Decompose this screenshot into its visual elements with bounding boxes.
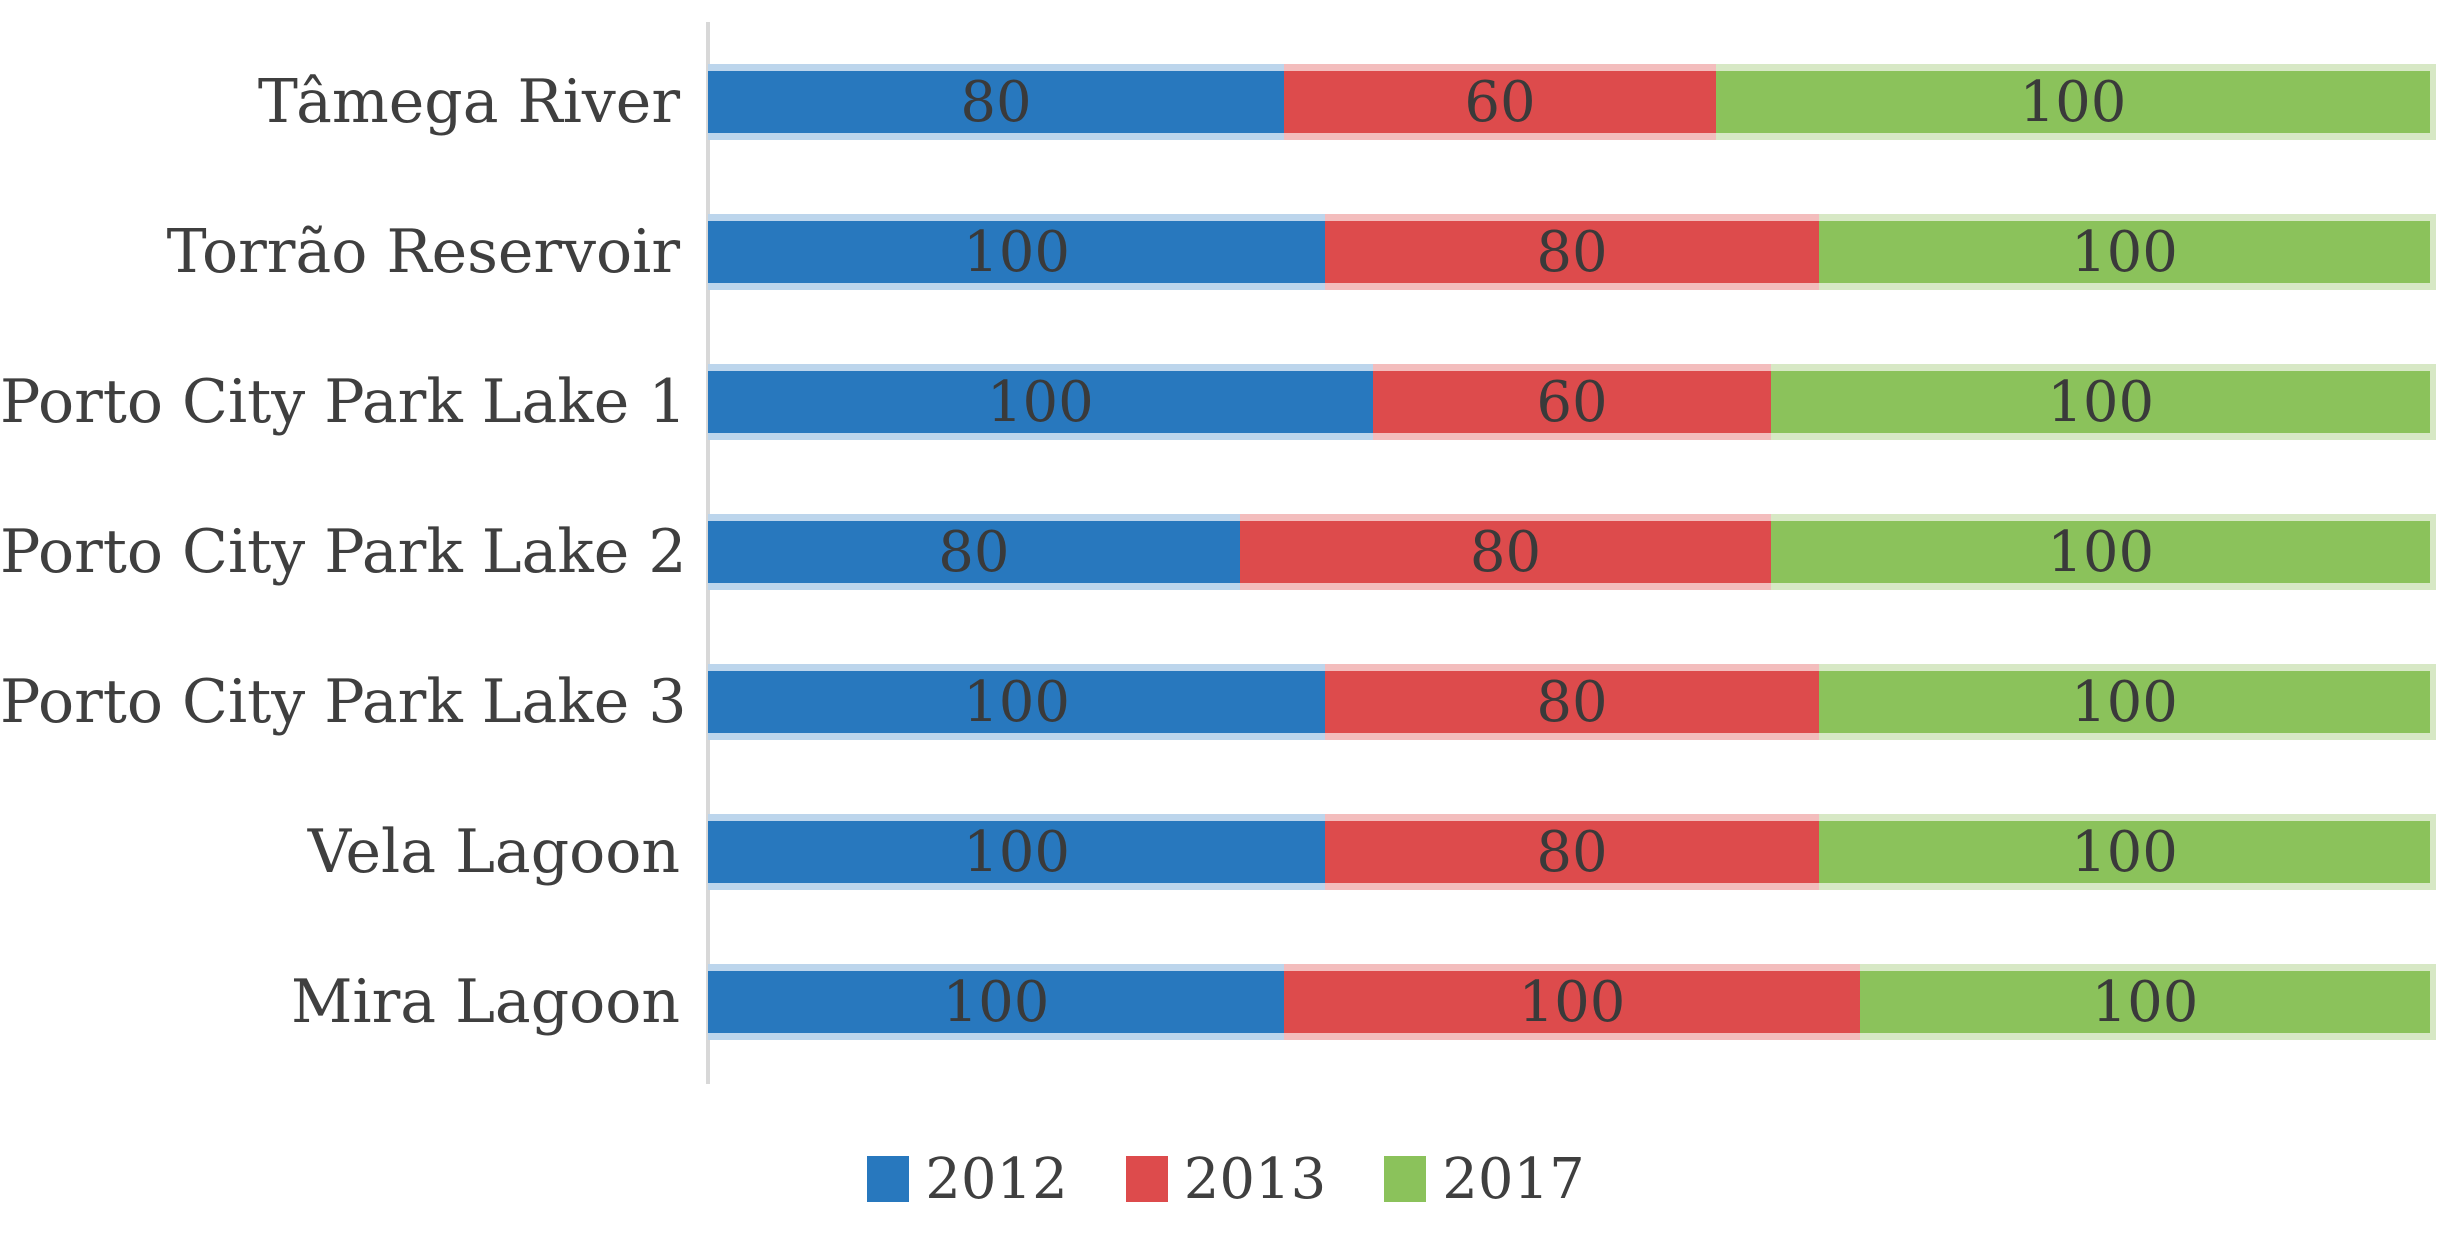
value-label: 100 bbox=[942, 970, 1050, 1035]
legend-label: 2012 bbox=[925, 1147, 1068, 1212]
bar-segment-2013: 60 bbox=[1372, 364, 1772, 440]
bar-track: 80 60 100 bbox=[708, 64, 2436, 140]
value-label: 80 bbox=[1469, 520, 1542, 585]
value-label: 100 bbox=[2070, 820, 2178, 885]
bar-segment-2013: 80 bbox=[1239, 514, 1772, 590]
bar-track: 100 80 100 bbox=[708, 814, 2436, 890]
chart-row: Porto City Park Lake 2 80 80 100 bbox=[0, 477, 2436, 627]
value-label: 100 bbox=[2070, 220, 2178, 285]
value-label: 80 bbox=[1536, 220, 1608, 285]
bar-segment-2017: 100 bbox=[1771, 514, 2436, 590]
bar-segment-2012: 80 bbox=[708, 514, 1240, 590]
bar-segment-2017: 100 bbox=[1818, 214, 2436, 290]
bar-track: 100 60 100 bbox=[708, 364, 2436, 440]
bar-track: 100 80 100 bbox=[708, 664, 2436, 740]
bar-segment-2012: 100 bbox=[708, 364, 1373, 440]
legend-item: 2013 bbox=[1125, 1147, 1327, 1212]
bar-segment-2017: 100 bbox=[1818, 814, 2436, 890]
bar-segment-2013: 80 bbox=[1325, 664, 1819, 740]
bar-segment-2013: 80 bbox=[1325, 214, 1819, 290]
value-label: 100 bbox=[963, 820, 1071, 885]
bar-track: 80 80 100 bbox=[708, 514, 2436, 590]
bar-segment-2012: 80 bbox=[708, 64, 1284, 140]
legend-swatch-2017-icon bbox=[1384, 1156, 1427, 1202]
bar-segment-2012: 100 bbox=[708, 664, 1326, 740]
value-label: 80 bbox=[1536, 670, 1608, 735]
value-label: 100 bbox=[2091, 970, 2199, 1035]
category-label: Porto City Park Lake 1 bbox=[0, 367, 687, 437]
bar-segment-2012: 100 bbox=[708, 964, 1284, 1040]
legend-label: 2017 bbox=[1442, 1147, 1585, 1212]
value-label: 100 bbox=[1518, 970, 1626, 1035]
bar-segment-2017: 100 bbox=[1715, 64, 2436, 140]
category-label: Porto City Park Lake 3 bbox=[0, 667, 687, 737]
category-label: Porto City Park Lake 2 bbox=[0, 517, 687, 587]
category-label: Tâmega River bbox=[257, 67, 680, 137]
legend-item: 2017 bbox=[1384, 1150, 1585, 1208]
legend-label: 2013 bbox=[1183, 1147, 1327, 1212]
plot-area: Tâmega River 80 60 100 Torrão Reservoir … bbox=[0, 27, 2436, 1077]
value-label: 100 bbox=[963, 670, 1071, 735]
legend-swatch-2012-icon bbox=[867, 1156, 910, 1202]
value-label: 80 bbox=[1536, 820, 1608, 885]
value-label: 100 bbox=[986, 370, 1094, 435]
chart-row: Vela Lagoon 100 80 100 bbox=[0, 777, 2436, 927]
category-label: Torrão Reservoir bbox=[166, 217, 680, 287]
legend-swatch-2013-icon bbox=[1125, 1156, 1168, 1202]
bar-segment-2013: 100 bbox=[1283, 964, 1860, 1040]
value-label: 100 bbox=[2070, 670, 2178, 735]
legend-item: 2012 bbox=[867, 1150, 1068, 1208]
category-label: Mira Lagoon bbox=[290, 967, 680, 1037]
chart-row: Mira Lagoon 100 100 100 bbox=[0, 927, 2436, 1077]
bar-track: 100 100 100 bbox=[708, 964, 2436, 1040]
bar-segment-2012: 100 bbox=[708, 214, 1326, 290]
chart-row: Tâmega River 80 60 100 bbox=[0, 27, 2436, 177]
bar-segment-2017: 100 bbox=[1859, 964, 2436, 1040]
legend: 2012 2013 2017 bbox=[0, 1150, 2452, 1208]
chart-row: Porto City Park Lake 3 100 80 100 bbox=[0, 627, 2436, 777]
bar-track: 100 80 100 bbox=[708, 214, 2436, 290]
value-label: 80 bbox=[960, 70, 1032, 135]
value-label: 80 bbox=[938, 520, 1010, 585]
bar-segment-2013: 60 bbox=[1283, 64, 1716, 140]
bar-segment-2017: 100 bbox=[1818, 664, 2436, 740]
value-label: 100 bbox=[963, 220, 1071, 285]
value-label: 100 bbox=[2047, 370, 2155, 435]
value-label: 100 bbox=[2019, 70, 2127, 135]
bar-segment-2013: 80 bbox=[1325, 814, 1819, 890]
value-label: 60 bbox=[1464, 70, 1536, 135]
bar-segment-2012: 100 bbox=[708, 814, 1326, 890]
value-label: 100 bbox=[2047, 520, 2155, 585]
bar-segment-2017: 100 bbox=[1771, 364, 2436, 440]
chart-row: Torrão Reservoir 100 80 100 bbox=[0, 177, 2436, 327]
value-label: 60 bbox=[1536, 370, 1608, 435]
chart-row: Porto City Park Lake 1 100 60 100 bbox=[0, 327, 2436, 477]
category-label: Vela Lagoon bbox=[307, 817, 680, 887]
